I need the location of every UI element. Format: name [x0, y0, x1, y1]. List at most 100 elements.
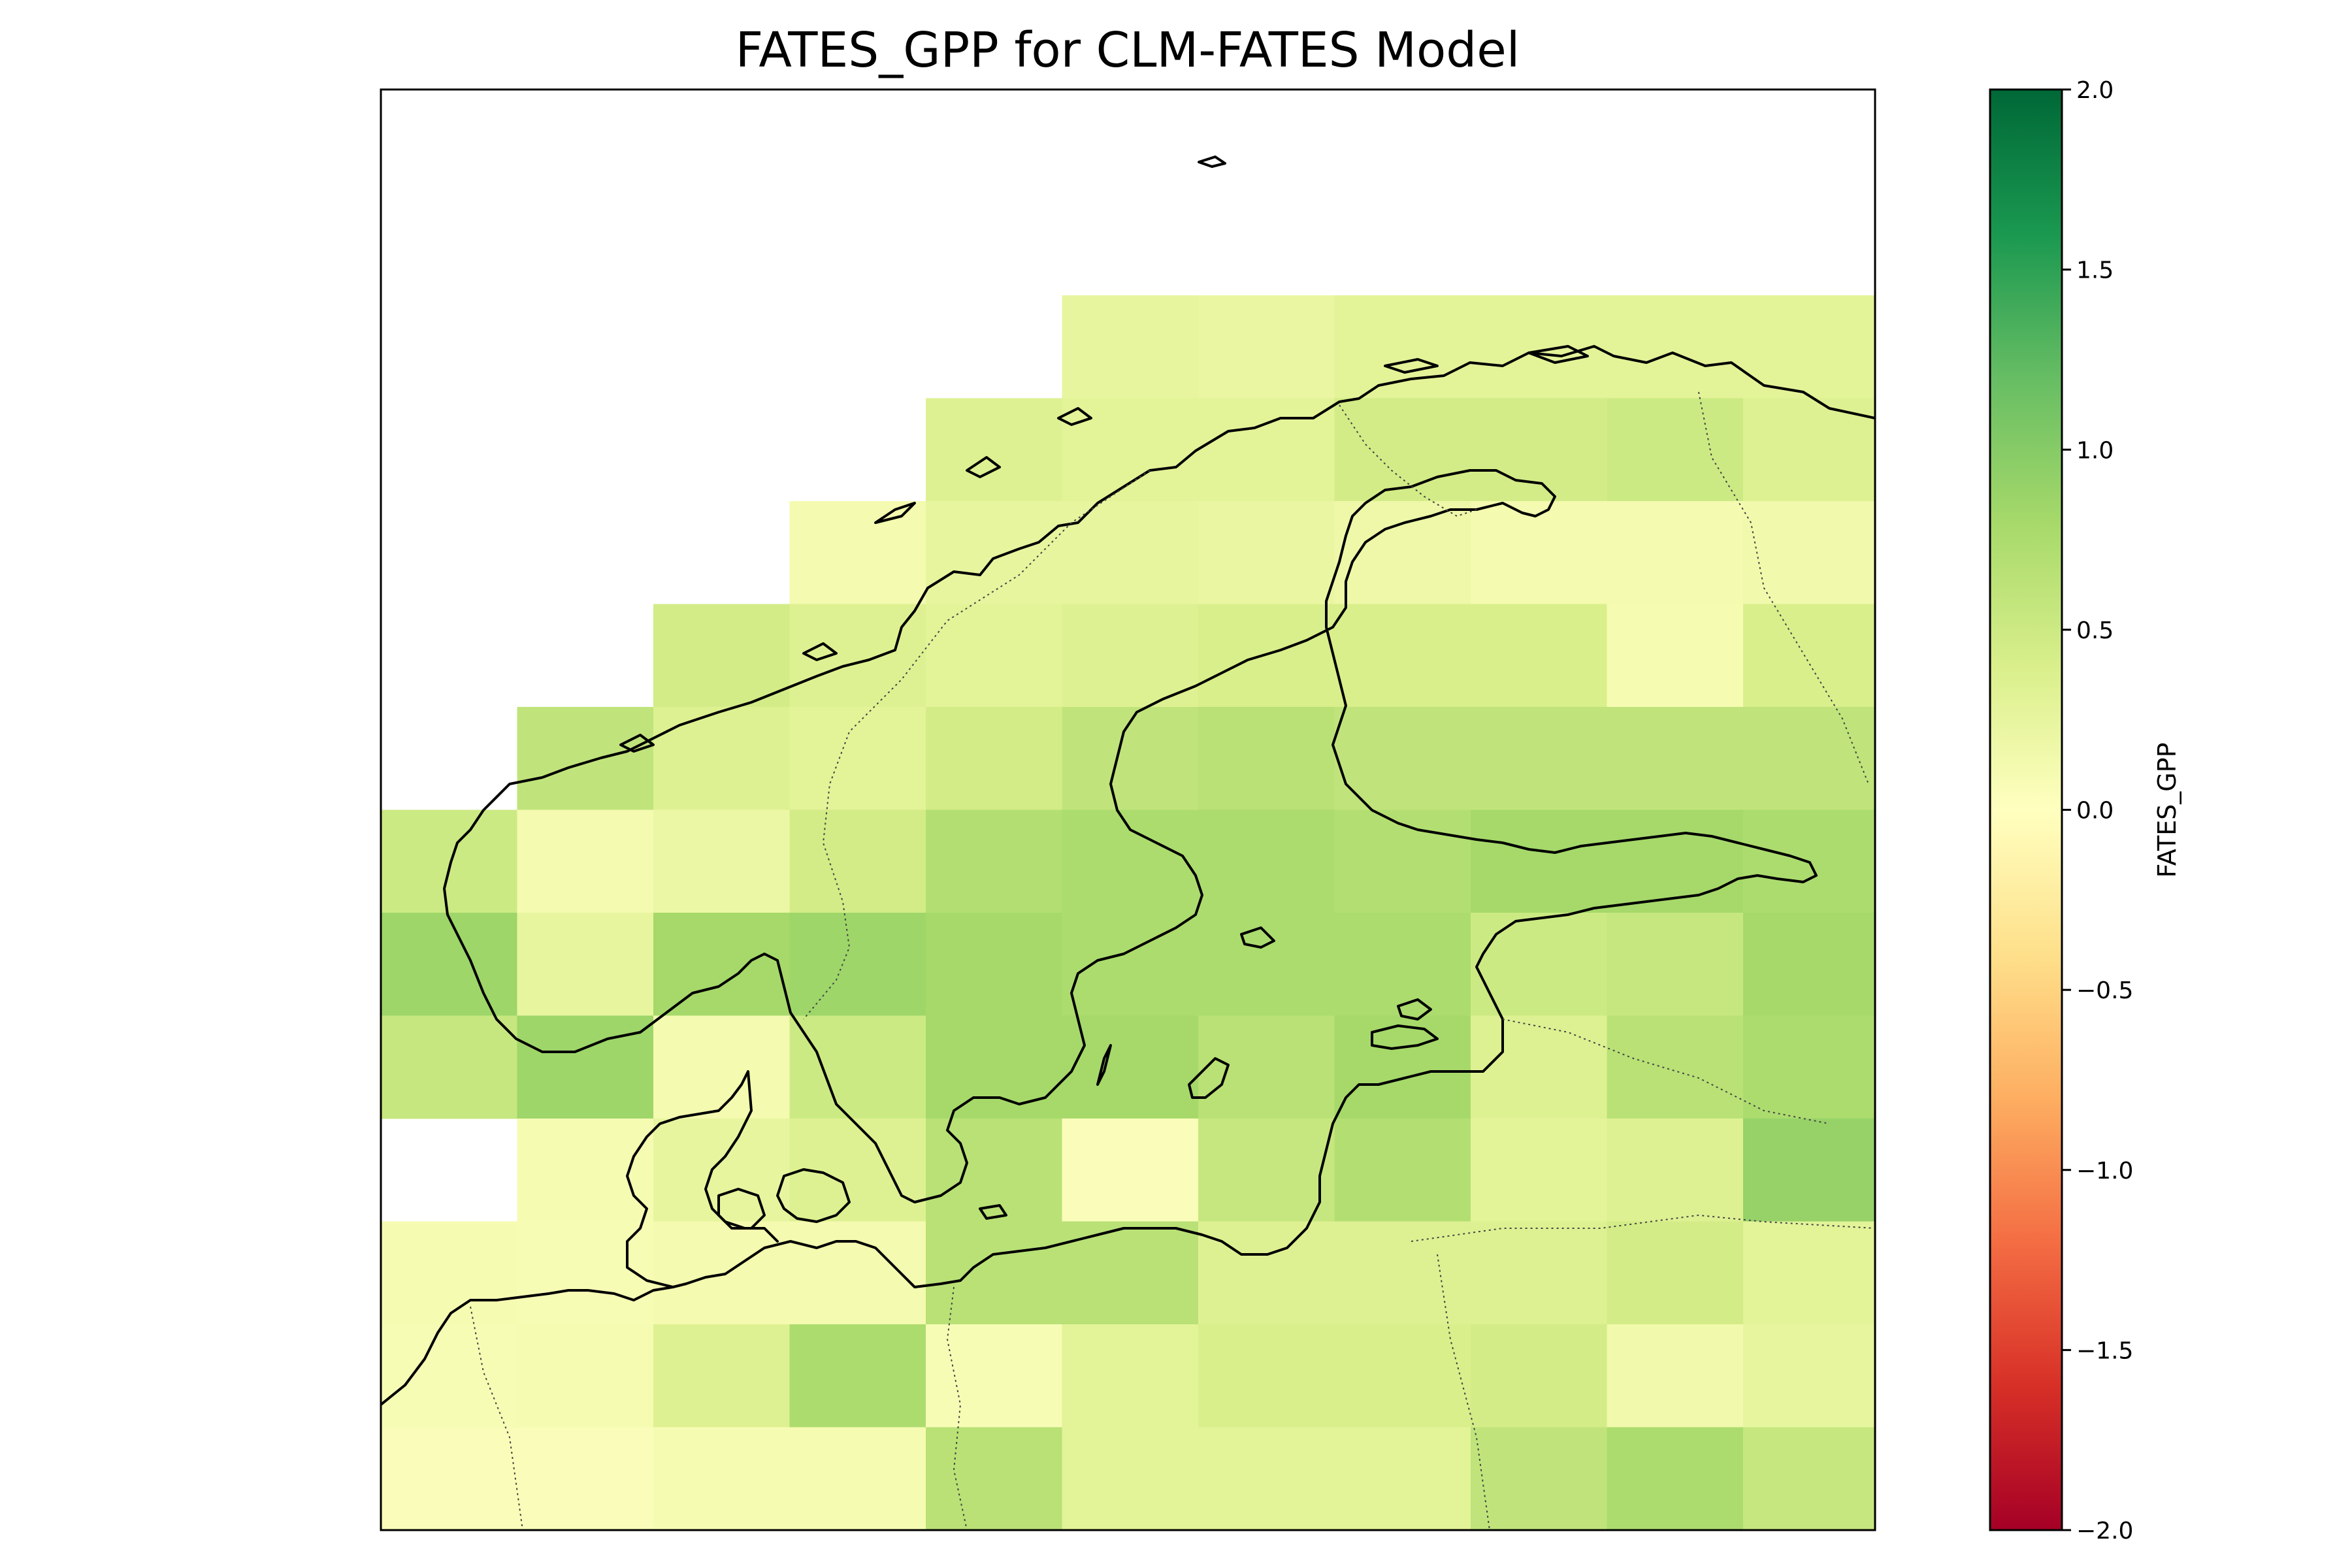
- bornholm-coast: [979, 1204, 1007, 1220]
- scandinavia-coast: [443, 345, 1875, 1288]
- heatmap-cell: [789, 604, 926, 708]
- heatmap-cell: [1062, 398, 1199, 502]
- heatmap-cells: [381, 295, 1875, 1530]
- heatmap-cell: [517, 1119, 654, 1222]
- heatmap-cell: [789, 1221, 926, 1325]
- heatmap-cell: [1471, 707, 1607, 810]
- heatmap-cell: [1471, 295, 1607, 399]
- heatmap-cell: [926, 1015, 1062, 1119]
- heatmap-cell: [1062, 1324, 1199, 1428]
- heatmap-cell: [1334, 1427, 1471, 1530]
- heatmap-cell: [1334, 295, 1471, 399]
- heatmap-cell: [1743, 398, 1875, 502]
- heatmap-cell: [653, 1015, 790, 1119]
- heatmap-cell: [1743, 1015, 1875, 1119]
- heatmap-cell: [789, 809, 926, 913]
- heatmap-cell: [1198, 707, 1335, 810]
- colorbar-tick-label: 1.5: [2076, 257, 2114, 284]
- gotland-coast: [1188, 1057, 1230, 1099]
- heatmap-cell: [1471, 809, 1607, 913]
- heatmap-cell: [1334, 913, 1471, 1016]
- map-frame: [380, 88, 1876, 1531]
- colorbar-gradient: [1989, 88, 2063, 1531]
- heatmap-cell: [1743, 1221, 1875, 1325]
- zealand-coast: [776, 1168, 851, 1223]
- heatmap-cell: [1062, 1427, 1199, 1530]
- heatmap-cell: [653, 1324, 790, 1428]
- sweden-finland-border: [1339, 404, 1477, 517]
- saaremaa-coast: [1371, 1024, 1439, 1050]
- heatmap-cell: [789, 1015, 926, 1119]
- heatmap-cell: [381, 1324, 517, 1428]
- heatmap-cell: [789, 501, 926, 604]
- heatmap-cell: [926, 604, 1062, 708]
- heatmap-cell: [1334, 1324, 1471, 1428]
- borders: [470, 391, 1875, 1530]
- colorbar-tick-label: 0.0: [2076, 798, 2114, 825]
- heatmap-cell: [1198, 501, 1335, 604]
- heatmap-cell: [653, 913, 790, 1016]
- heatmap-cell: [1607, 913, 1744, 1016]
- heatmap-cell: [1607, 1221, 1744, 1325]
- norway-islands: [619, 345, 1589, 753]
- heatmap-cell: [1198, 1221, 1335, 1325]
- colorbar-tick-label: −0.5: [2076, 977, 2133, 1004]
- svalbard-islet: [1198, 155, 1226, 168]
- coastlines: [381, 155, 1875, 1406]
- heatmap-cell: [1743, 1119, 1875, 1222]
- heatmap-cell: [789, 1427, 926, 1530]
- heatmap-cell: [381, 809, 517, 913]
- heatmap-cell: [1743, 501, 1875, 604]
- heatmap-cell: [517, 1324, 654, 1428]
- heatmap-cell: [517, 707, 654, 810]
- heatmap-cell: [653, 1119, 790, 1222]
- oland-coast: [1096, 1044, 1112, 1086]
- heatmap-cell: [1334, 1221, 1471, 1325]
- heatmap-cell: [381, 913, 517, 1016]
- heatmap-cell: [926, 913, 1062, 1016]
- heatmap-cell: [1607, 1427, 1744, 1530]
- funen-coast: [717, 1188, 766, 1230]
- heatmap-cell: [789, 707, 926, 810]
- denmark-coast: [626, 1070, 779, 1288]
- heatmap-cell: [1743, 1324, 1875, 1428]
- norway-sweden-border: [803, 470, 1151, 1020]
- heatmap-cell: [926, 1119, 1062, 1222]
- heatmap-cell: [926, 1324, 1062, 1428]
- heatmap-cell: [1607, 809, 1744, 913]
- heatmap-cell: [789, 1324, 926, 1428]
- heatmap-cell: [926, 501, 1062, 604]
- heatmap-cell: [1062, 1119, 1199, 1222]
- heatmap-cell: [1334, 809, 1471, 913]
- map-panel: [380, 88, 1876, 1531]
- heatmap-cell: [653, 604, 790, 708]
- heatmap-cell: [381, 1427, 517, 1530]
- colorbar-tick-label: 1.0: [2076, 437, 2114, 464]
- colorbar-tick-label: −1.0: [2076, 1158, 2133, 1184]
- heatmap-cell: [1334, 1015, 1471, 1119]
- heatmap-cell: [1471, 604, 1607, 708]
- colorbar-ticks: 2.0 1.5 1.0 0.5 0.0 −0.5 −1.0 −1.5 −2.0: [2062, 77, 2133, 1544]
- heatmap-cell: [1743, 913, 1875, 1016]
- heatmap-cell: [653, 1427, 790, 1530]
- hiiumaa-coast: [1397, 998, 1432, 1021]
- finland-russia-border: [1698, 391, 1869, 785]
- germany-poland-border: [946, 1286, 968, 1530]
- heatmap-cell: [1334, 1119, 1471, 1222]
- heatmap-cell: [1334, 501, 1471, 604]
- aland-coast: [1240, 926, 1275, 949]
- heatmap-cell: [1471, 1427, 1607, 1530]
- heatmap-cell: [1198, 1015, 1335, 1119]
- heatmap-cell: [1198, 295, 1335, 399]
- heatmap-cell: [1743, 1427, 1875, 1530]
- heatmap-cell: [1607, 1015, 1744, 1119]
- heatmap-cell: [1198, 398, 1335, 502]
- baltic-borders: [1411, 1019, 1875, 1530]
- heatmap-cell: [1607, 398, 1744, 502]
- heatmap-cell: [1198, 1324, 1335, 1428]
- heatmap-cell: [517, 809, 654, 913]
- heatmap-cell: [1062, 1221, 1199, 1325]
- heatmap-cell: [1062, 1015, 1199, 1119]
- heatmap-cell: [1062, 809, 1199, 913]
- heatmap-cell: [789, 913, 926, 1016]
